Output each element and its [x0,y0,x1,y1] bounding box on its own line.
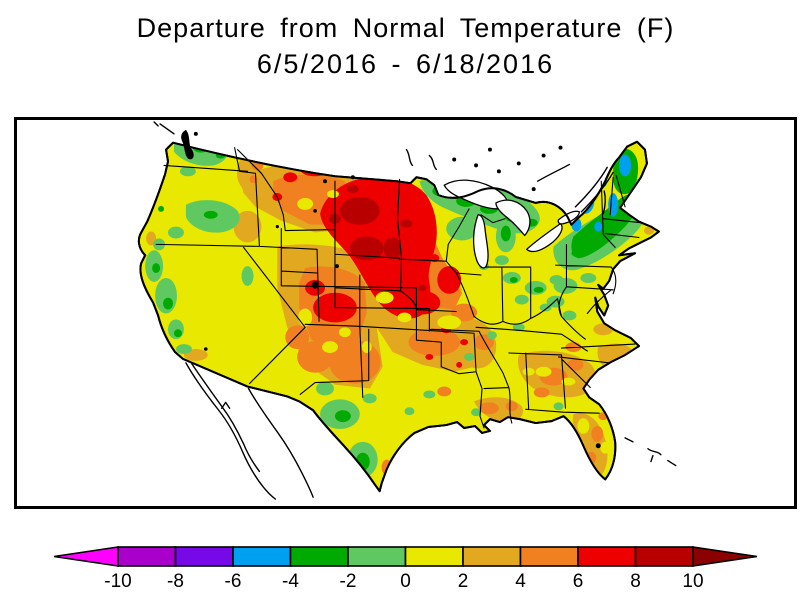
lake-champlain [602,190,606,215]
colorbar-legend: -10 -8 -6 -4 -2 0 2 4 6 8 10 [53,546,758,592]
lake-huron [495,199,531,237]
us-outline-stroke [137,140,660,493]
colorbar-segment [174,546,234,567]
inland-lakes-marks [203,175,601,449]
chart-title: Departure from Normal Temperature (F) [136,13,675,43]
canada-water-features [405,145,614,213]
puget-sound [153,121,198,160]
state-borders [155,147,642,429]
colorbar-tick-label: 10 [682,571,703,592]
colorbar-left-arrow [53,546,119,567]
lake-erie [526,223,563,253]
colorbar-segment [519,546,579,567]
region-fill-0-2-pockets [297,190,611,456]
colorbar-segment [404,546,464,567]
us-temperature-map [137,121,677,500]
colorbar-tick-label: 6 [573,571,584,592]
colorbar-tick-label: -10 [104,571,131,592]
bahamas-islands [624,437,677,467]
colorbar-segment [232,546,292,567]
colorbar-tick-label: 4 [515,571,526,592]
colorbar-tick-label: -4 [282,571,299,592]
region-fill-plus8-10 [328,185,427,291]
colorbar-segment [462,546,522,567]
mexico-baja-outline [185,362,314,500]
colorbar-tick-label: 0 [400,571,411,592]
lake-michigan [472,214,489,269]
colorbar-tick-label: -2 [340,571,357,592]
colorbar-segment [117,546,177,567]
map-frame [14,117,797,509]
colorbar-right-arrow [692,546,758,567]
chart-subtitle-dates: 6/5/2016 - 6/18/2016 [256,49,555,79]
colorbar-tick-label: -6 [225,571,242,592]
colorbar-segment [634,546,694,567]
colorbar-segment [289,546,349,567]
colorbar-segment [347,546,407,567]
colorbar-tick-label: 2 [458,571,469,592]
chart-title-block: Departure from Normal Temperature (F) 6/… [0,13,811,80]
colorbar-tick-label: -8 [167,571,184,592]
colorbar-tick-label: 8 [630,571,641,592]
colorbar-segment [577,546,637,567]
